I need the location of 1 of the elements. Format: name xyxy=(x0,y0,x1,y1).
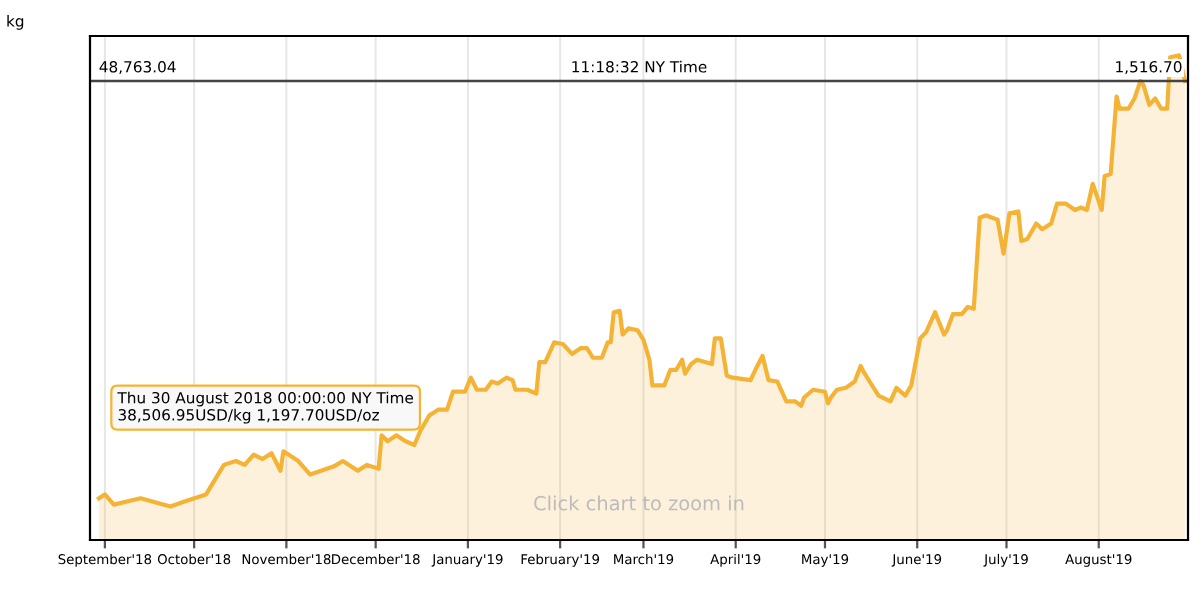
annotation: Click chart to zoom in xyxy=(534,495,744,511)
